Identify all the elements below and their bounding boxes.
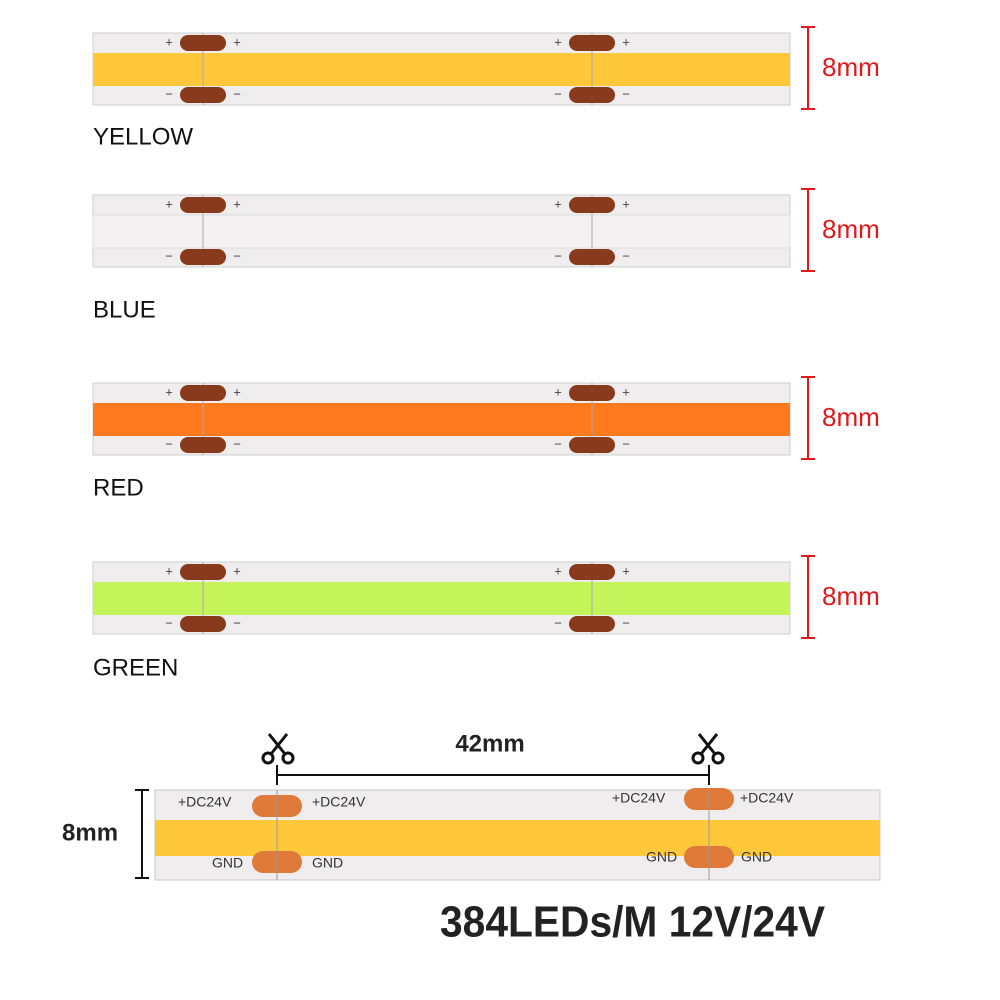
pad-sign: + bbox=[622, 563, 630, 578]
pad bbox=[569, 87, 615, 103]
pad bbox=[569, 385, 615, 401]
pad bbox=[180, 385, 226, 401]
pad-sign: − bbox=[554, 248, 562, 263]
pad-sign: − bbox=[554, 436, 562, 451]
pad-sign: − bbox=[233, 86, 241, 101]
pad-sign: + bbox=[622, 384, 630, 399]
pad bbox=[569, 249, 615, 265]
pad-sign: − bbox=[233, 615, 241, 630]
spacing-dimension bbox=[276, 765, 710, 785]
pad-sign: − bbox=[554, 86, 562, 101]
strip: + + − − + + − − bbox=[92, 561, 791, 635]
pad-sign: − bbox=[165, 436, 173, 451]
pad-sign: + bbox=[233, 196, 241, 211]
strip-label: YELLOW bbox=[93, 123, 193, 150]
pad-sign: + bbox=[165, 34, 173, 49]
width-label: 8mm bbox=[822, 581, 880, 611]
pad bbox=[180, 564, 226, 580]
width-label: 8mm bbox=[822, 402, 880, 432]
pin-label: +DC24V bbox=[178, 794, 232, 810]
spec-text: 384LEDs/M 12V/24V bbox=[440, 898, 826, 947]
pad-sign: − bbox=[622, 615, 630, 630]
pad-sign: − bbox=[554, 615, 562, 630]
pad bbox=[180, 35, 226, 51]
spacing-label: 42mm bbox=[455, 730, 524, 757]
width-label: 8mm bbox=[822, 214, 880, 244]
pad bbox=[569, 197, 615, 213]
pad-sign: − bbox=[165, 248, 173, 263]
pin-label: +DC24V bbox=[612, 790, 666, 806]
pad-sign: − bbox=[622, 86, 630, 101]
pad bbox=[180, 616, 226, 632]
led-band bbox=[92, 214, 791, 249]
strip-label: GREEN bbox=[93, 654, 178, 681]
pad-sign: − bbox=[233, 248, 241, 263]
pad bbox=[569, 616, 615, 632]
strip: + + − − + + − − bbox=[92, 32, 791, 106]
scissors-icon bbox=[261, 733, 295, 765]
strip-label: BLUE bbox=[93, 296, 156, 323]
scissors-icon bbox=[691, 733, 725, 765]
pad bbox=[180, 87, 226, 103]
strip-label: RED bbox=[93, 474, 144, 501]
detail-strip: +DC24V +DC24V +DC24V +DC24V GND GND GND … bbox=[154, 788, 881, 881]
pad-sign: + bbox=[165, 563, 173, 578]
pad-sign: + bbox=[622, 196, 630, 211]
pin-label: GND bbox=[312, 855, 343, 871]
pad-sign: + bbox=[554, 384, 562, 399]
pad-sign: − bbox=[165, 615, 173, 630]
pad bbox=[180, 249, 226, 265]
pad bbox=[180, 437, 226, 453]
strip: + + − − + + − − bbox=[92, 194, 791, 268]
pad bbox=[569, 564, 615, 580]
pad-sign: + bbox=[165, 196, 173, 211]
led-band bbox=[93, 53, 790, 86]
pin-label: GND bbox=[212, 855, 243, 871]
pad-sign: − bbox=[233, 436, 241, 451]
width-label: 8mm bbox=[62, 819, 118, 846]
pad-sign: − bbox=[165, 86, 173, 101]
pad-sign: + bbox=[165, 384, 173, 399]
width-bracket bbox=[135, 789, 149, 879]
pin-label: +DC24V bbox=[312, 794, 366, 810]
pad-sign: + bbox=[554, 34, 562, 49]
pad bbox=[569, 437, 615, 453]
pad bbox=[180, 197, 226, 213]
pad-sign: + bbox=[233, 563, 241, 578]
led-band bbox=[93, 403, 790, 436]
pad-sign: + bbox=[554, 563, 562, 578]
pin-label: GND bbox=[741, 849, 772, 865]
led-band bbox=[93, 582, 790, 615]
pad-sign: + bbox=[554, 196, 562, 211]
pad-sign: − bbox=[622, 436, 630, 451]
pin-label: GND bbox=[646, 849, 677, 865]
pad-sign: + bbox=[233, 384, 241, 399]
pad-sign: + bbox=[622, 34, 630, 49]
pad-sign: + bbox=[233, 34, 241, 49]
pad-sign: − bbox=[622, 248, 630, 263]
led-band bbox=[155, 820, 880, 856]
strip: + + − − + + − − bbox=[92, 382, 791, 456]
pad bbox=[569, 35, 615, 51]
pin-label: +DC24V bbox=[740, 790, 794, 806]
width-label: 8mm bbox=[822, 52, 880, 82]
